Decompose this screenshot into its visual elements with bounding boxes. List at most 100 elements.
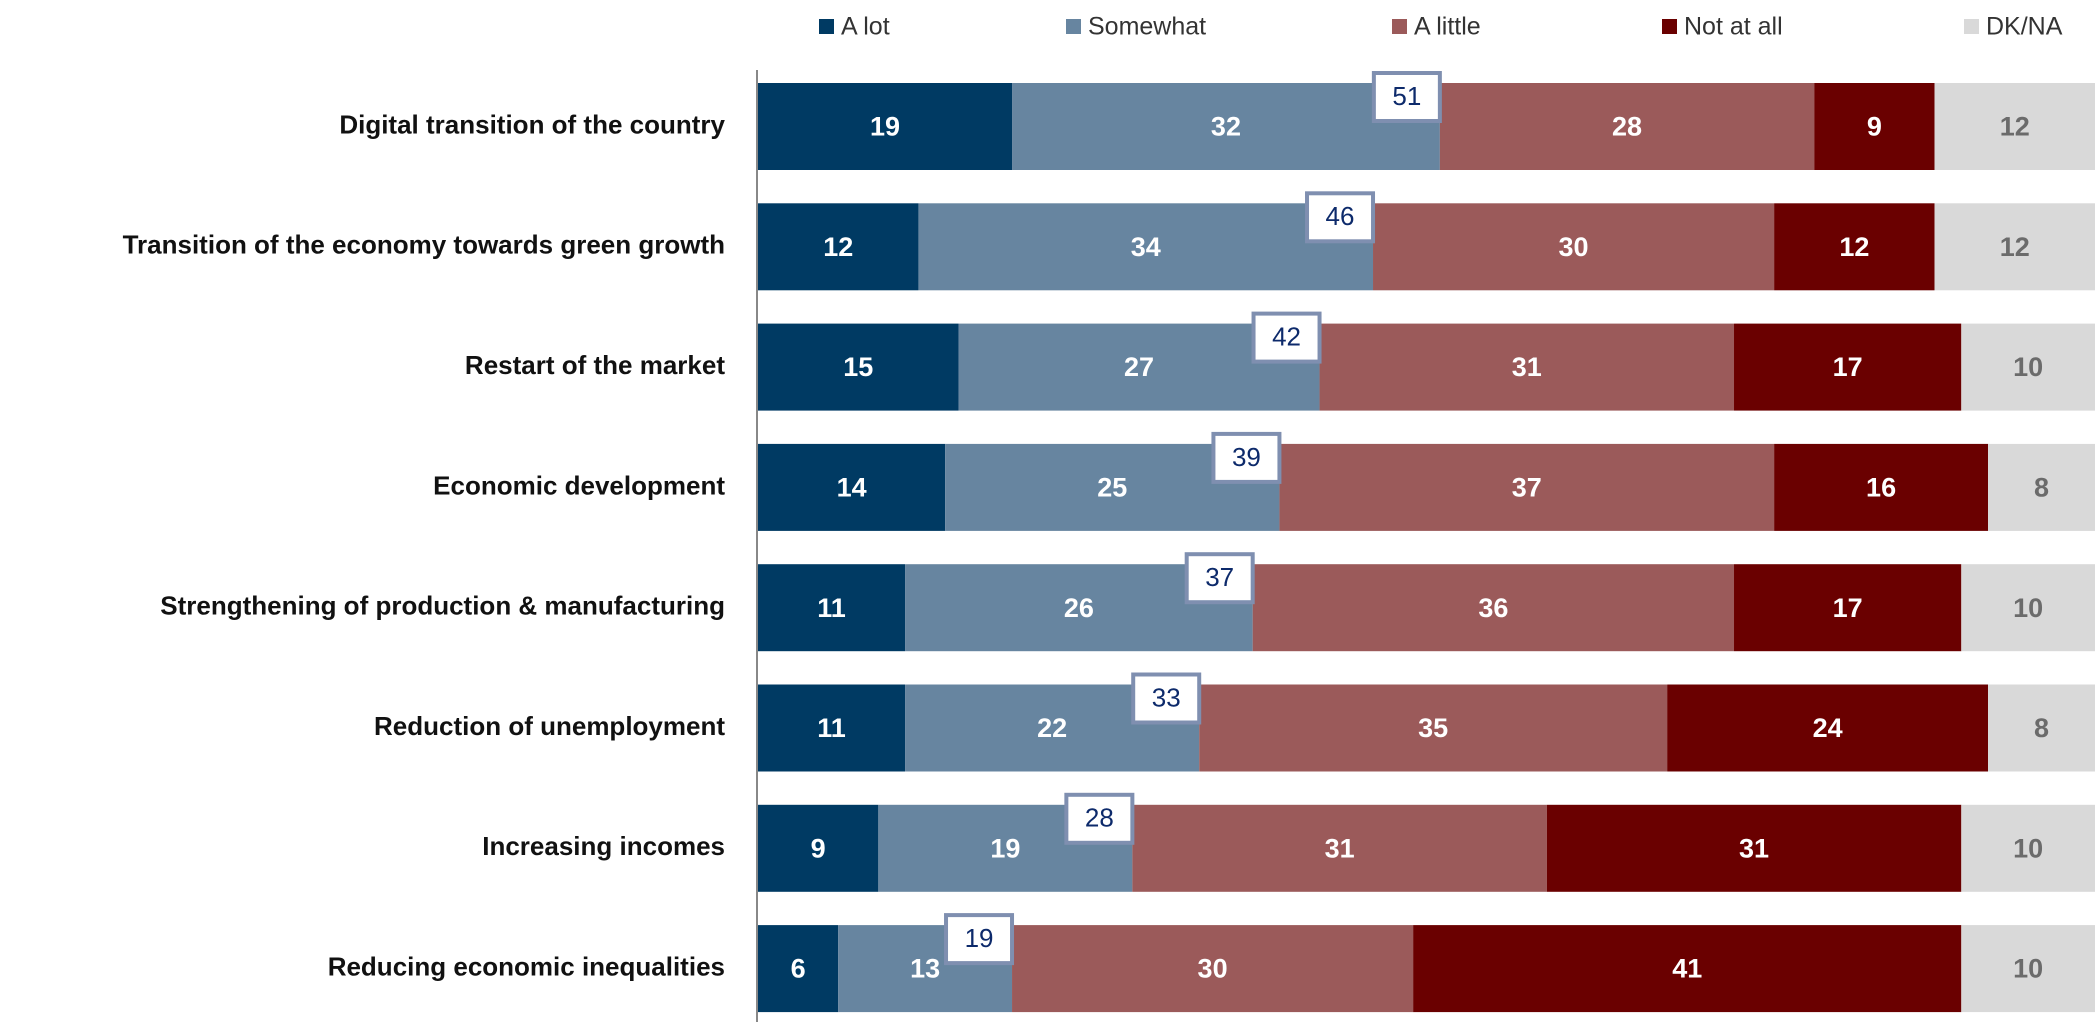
bar-segment [1934, 203, 2095, 291]
value-label: 14 [837, 473, 867, 503]
legend-swatch [1066, 19, 1081, 34]
bar-segment [1988, 684, 2095, 772]
total-box [1251, 311, 1322, 364]
category-label: Reducing economic inequalities [328, 951, 725, 981]
value-label: 17 [1833, 352, 1863, 382]
bar-segment [758, 443, 946, 531]
bar-segment [758, 83, 1013, 170]
value-label: 12 [823, 232, 853, 262]
value-label: 25 [1097, 473, 1127, 503]
bar-segment [758, 804, 879, 892]
bar-segment [758, 564, 906, 652]
value-label: 19 [870, 112, 900, 142]
value-label: 13 [910, 954, 940, 984]
value-label: 10 [2013, 833, 2043, 863]
bar-segment [1934, 83, 2095, 170]
bar-segment [1132, 804, 1547, 892]
value-label: 22 [1037, 713, 1067, 743]
value-label: 30 [1198, 954, 1228, 984]
value-label: 30 [1559, 232, 1589, 262]
category-label: Reduction of unemployment [374, 711, 725, 741]
value-label: 24 [1813, 713, 1843, 743]
value-label: 17 [1833, 593, 1863, 623]
bar-segment [1439, 83, 1815, 170]
legend-label: A lot [841, 13, 890, 41]
value-label: 9 [811, 833, 826, 863]
bar-segment [1774, 443, 1989, 531]
total-label: 19 [965, 923, 994, 953]
bar-segment [1961, 564, 2095, 652]
legend-swatch [1662, 19, 1677, 34]
total-label: 46 [1326, 201, 1355, 231]
value-label: 15 [843, 352, 873, 382]
bar-segment [1961, 804, 2095, 892]
value-label: 26 [1064, 593, 1094, 623]
total-label: 51 [1392, 81, 1421, 111]
total-label: 33 [1152, 682, 1181, 712]
bar-segment [1413, 925, 1962, 1013]
value-label: 11 [817, 593, 846, 623]
legend-swatch [819, 19, 834, 34]
bar-segment [1734, 564, 1962, 652]
legend-label: DK/NA [1986, 13, 2063, 41]
value-label: 10 [2013, 954, 2043, 984]
bar-segment [758, 203, 919, 291]
value-label: 31 [1739, 833, 1769, 863]
bar-segment [1012, 83, 1440, 170]
total-box [1305, 191, 1376, 244]
bar-segment [758, 323, 959, 411]
category-label: Digital transition of the country [339, 109, 725, 139]
value-label: 31 [1512, 352, 1542, 382]
category-label: Economic development [433, 470, 725, 500]
value-label: 10 [2013, 593, 2043, 623]
value-label: 6 [791, 954, 806, 984]
total-label: 37 [1205, 562, 1234, 592]
bar-segment [1373, 203, 1775, 291]
value-label: 41 [1672, 954, 1702, 984]
category-label: Transition of the economy towards green … [123, 230, 725, 260]
legend-label: A little [1414, 13, 1481, 41]
bar-segment [1546, 804, 1962, 892]
total-box [1211, 431, 1282, 484]
legend-swatch [1392, 19, 1407, 34]
total-label: 42 [1272, 321, 1301, 351]
bar-segment [1199, 684, 1668, 772]
value-label: 10 [2013, 352, 2043, 382]
value-label: 28 [1612, 112, 1642, 142]
bar-segment [1988, 443, 2095, 531]
bar-segment [1774, 203, 1935, 291]
value-label: 9 [1867, 112, 1882, 142]
value-label: 19 [990, 833, 1020, 863]
bar-segment [1961, 925, 2095, 1013]
legend-swatch [1964, 19, 1979, 34]
value-label: 8 [2034, 713, 2049, 743]
value-label: 31 [1325, 833, 1355, 863]
bar-segment [758, 684, 906, 772]
total-box [1371, 71, 1442, 123]
bar-segment [1667, 684, 1989, 772]
value-label: 36 [1478, 593, 1508, 623]
value-label: 12 [1839, 232, 1869, 262]
value-label: 35 [1418, 713, 1448, 743]
category-label: Restart of the market [465, 350, 725, 380]
total-box [1184, 552, 1255, 605]
total-label: 28 [1085, 803, 1114, 833]
total-box [1131, 672, 1202, 725]
value-label: 27 [1124, 352, 1154, 382]
bar-segment [1252, 564, 1735, 652]
bar-segment [1961, 323, 2095, 411]
bar-segment [1012, 925, 1414, 1013]
value-label: 11 [817, 713, 846, 743]
total-label: 39 [1232, 442, 1261, 472]
value-label: 37 [1512, 473, 1542, 503]
legend-label: Not at all [1684, 13, 1783, 41]
value-label: 16 [1866, 473, 1896, 503]
legend-label: Somewhat [1088, 13, 1206, 41]
bar-segment [918, 203, 1374, 291]
bar-segment [1814, 83, 1935, 170]
total-box [1064, 792, 1135, 845]
value-label: 8 [2034, 473, 2049, 503]
value-label: 12 [2000, 232, 2030, 262]
category-label: Strengthening of production & manufactur… [160, 591, 725, 621]
